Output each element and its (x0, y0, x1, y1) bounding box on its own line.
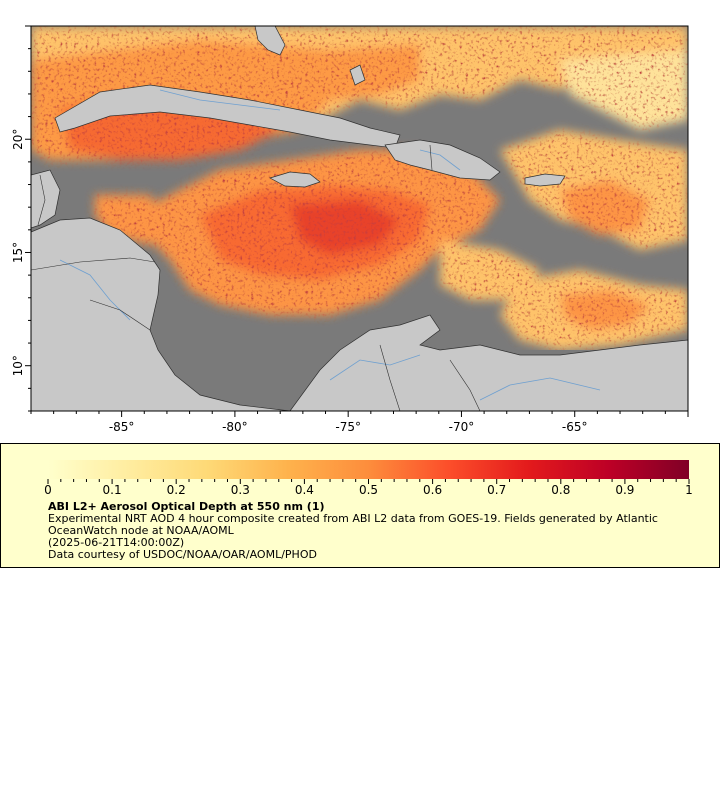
lon-tick-label: -80° (222, 420, 248, 434)
lat-tick-label: 10° (11, 355, 25, 376)
map-frame (30, 25, 689, 412)
longitude-axis: -85° -80° -75° -70° -65° (30, 411, 689, 434)
colorbar-tick-label: 0.9 (615, 483, 634, 497)
colorbar-tick-label: 0.1 (103, 483, 122, 497)
legend-title: ABI L2+ Aerosol Optical Depth at 550 nm … (48, 500, 325, 513)
colorbar-tick-label: 0.2 (167, 483, 186, 497)
legend-credit: Data courtesy of USDOC/NOAA/OAR/AOML/PHO… (48, 548, 317, 561)
lat-tick-label: 15° (11, 242, 25, 263)
latitude-axis: 20° 15° 10° (11, 25, 31, 412)
colorbar: 0 0.1 0.2 0.3 0.4 0.5 0.6 0.7 0.8 0.9 1 (44, 460, 693, 497)
colorbar-tick-label: 0.7 (487, 483, 506, 497)
legend-description: Experimental NRT AOD 4 hour composite cr… (48, 512, 658, 537)
lon-tick-label: -85° (109, 420, 135, 434)
colorbar-tick-label: 0.6 (423, 483, 442, 497)
colorbar-tick-label: 0.5 (359, 483, 378, 497)
lat-tick-label: 20° (11, 129, 25, 150)
legend-box: 0 0.1 0.2 0.3 0.4 0.5 0.6 0.7 0.8 0.9 1 ABI L2+ Ae… (0, 443, 720, 568)
legend-text: ABI L2+ Aerosol Optical Depth at 550 nm … (48, 501, 688, 561)
aod-map: 20° 15° 10° -85° -80° -75° -70° -65° (11, 25, 689, 434)
legend-timestamp: (2025-06-21T14:00:00Z) (48, 536, 185, 549)
colorbar-tick-label: 0.3 (231, 483, 250, 497)
lon-tick-label: -70° (449, 420, 475, 434)
lon-tick-label: -75° (335, 420, 361, 434)
colorbar-tick-label: 1 (685, 483, 693, 497)
colorbar-tick-label: 0 (44, 483, 52, 497)
country-borders (31, 144, 481, 411)
lon-tick-label: -65° (562, 420, 588, 434)
colorbar-tick-label: 0.4 (295, 483, 314, 497)
colorbar-tick-label: 0.8 (551, 483, 570, 497)
